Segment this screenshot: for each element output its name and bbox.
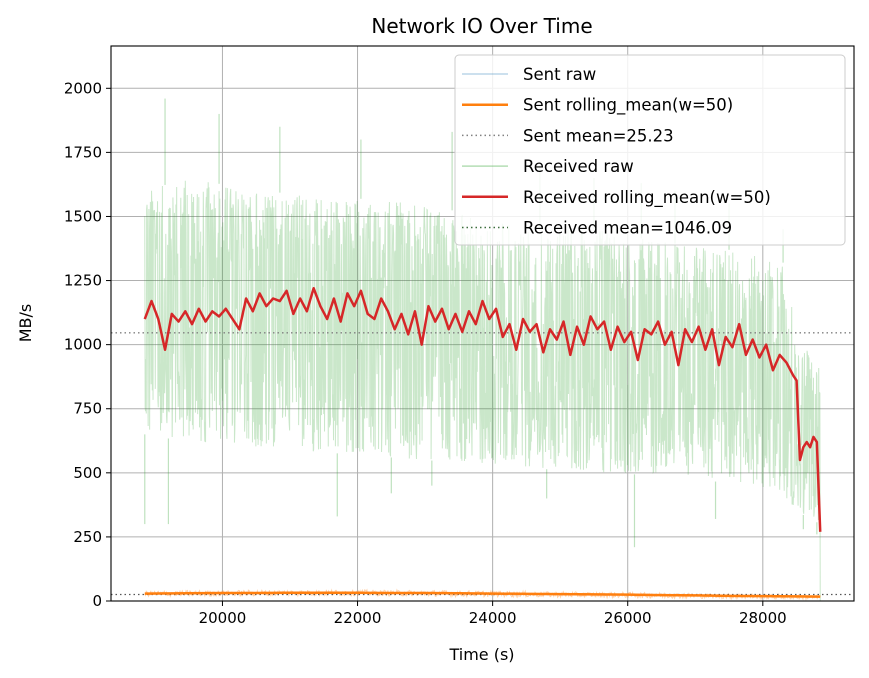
y-axis: 0 250 500 750 1000 1250 1500 1750 2000 <box>64 79 111 610</box>
y-tick-label: 1500 <box>64 207 102 225</box>
legend-label: Sent mean=25.23 <box>523 126 674 145</box>
y-tick-label: 250 <box>73 528 102 546</box>
x-tick-label: 24000 <box>469 609 517 627</box>
y-axis-title: MB/s <box>16 304 35 343</box>
y-tick-label: 1750 <box>64 143 102 161</box>
x-axis: 20000 22000 24000 26000 28000 <box>199 601 787 627</box>
x-tick-label: 26000 <box>604 609 652 627</box>
y-tick-label: 0 <box>92 592 102 610</box>
y-tick-label: 1250 <box>64 272 102 290</box>
legend-label: Received raw <box>523 157 634 176</box>
legend-box <box>454 54 846 246</box>
x-tick-label: 28000 <box>739 609 787 627</box>
received-rolling-line <box>143 287 822 532</box>
x-axis-title: Time (s) <box>448 645 514 664</box>
y-tick-label: 2000 <box>64 79 102 97</box>
legend-label: Sent rolling_mean(w=50) <box>523 96 733 116</box>
plot-frame <box>110 45 855 602</box>
sent-raw-line <box>144 588 821 601</box>
y-tick-label: 750 <box>73 400 102 418</box>
chart-title: Network IO Over Time <box>371 14 592 38</box>
legend-label: Received rolling_mean(w=50) <box>523 188 771 208</box>
x-tick-label: 22000 <box>334 609 382 627</box>
legend-label: Received mean=1046.09 <box>523 219 732 238</box>
legend: Sent raw Sent rolling_mean(w=50) Sent mean… <box>454 54 846 246</box>
y-tick-label: 500 <box>73 464 102 482</box>
rolling-series-layer <box>143 287 822 598</box>
sent-rolling-line <box>144 591 821 598</box>
y-tick-label: 1000 <box>64 336 102 354</box>
x-tick-label: 20000 <box>199 609 247 627</box>
legend-label: Sent raw <box>523 65 596 84</box>
